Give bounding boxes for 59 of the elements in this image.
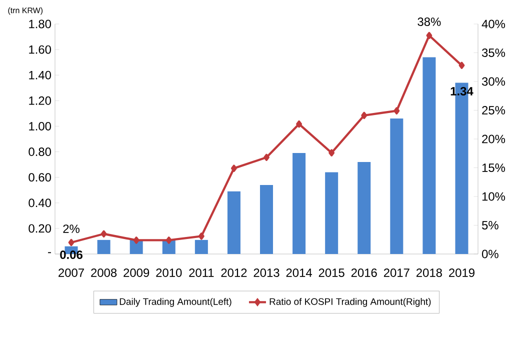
x-tick-label: 2017 — [384, 268, 410, 277]
y-tick-label: 1.00 — [29, 122, 52, 130]
bar — [260, 185, 274, 254]
y-tick-label: 1.80 — [29, 20, 52, 28]
point — [166, 236, 172, 244]
bar — [194, 240, 208, 254]
point — [231, 164, 237, 172]
point — [133, 236, 140, 244]
y-tick-label: 0.40 — [28, 198, 52, 208]
data-label: 0.06 — [60, 250, 82, 259]
y-tick-label: 0.80 — [28, 148, 52, 156]
x-tick-label: 2014 — [286, 268, 312, 277]
point — [296, 120, 302, 128]
legend-label: Daily Trading Amount(Left) — [120, 298, 232, 307]
legend-label: Ratio of KOSPI Trading Amount(Right) — [270, 298, 431, 307]
point — [100, 230, 107, 238]
y-tick-label: - — [48, 252, 51, 254]
bar — [358, 162, 371, 254]
point — [328, 149, 335, 156]
y-tick-label: 0.20 — [28, 224, 52, 233]
bar — [97, 240, 110, 254]
point — [68, 238, 74, 246]
point — [264, 154, 270, 161]
y2-tick-label: 25% — [482, 106, 506, 114]
x-tick-label: 2007 — [58, 268, 84, 277]
y2-tick-label: 5% — [482, 221, 498, 230]
bar — [390, 118, 404, 254]
point — [198, 232, 204, 240]
y-tick-label: 1.60 — [29, 45, 52, 54]
point — [361, 112, 368, 120]
y2-tick-label: 15% — [482, 164, 506, 172]
x-tick-label: 2015 — [318, 268, 344, 277]
x-tick-label: 2009 — [124, 268, 150, 277]
point — [426, 32, 432, 40]
bar — [227, 191, 240, 254]
x-tick-label: 2010 — [156, 268, 182, 277]
bar — [292, 153, 306, 254]
y-tick-label: 1.40 — [29, 70, 52, 80]
x-tick-label: 2008 — [91, 268, 117, 277]
y2-tick-label: 35% — [482, 48, 506, 57]
y-tick-label: 1.20 — [29, 96, 52, 105]
x-tick-label: 2019 — [449, 268, 474, 277]
y2-tick-label: 0% — [482, 250, 498, 258]
point — [458, 62, 465, 69]
bar — [325, 172, 338, 254]
data-label: 38% — [418, 18, 441, 26]
data-label: 2% — [63, 224, 80, 233]
x-tick-label: 2016 — [351, 268, 377, 277]
y2-tick-label: 40% — [482, 20, 506, 28]
point — [394, 107, 400, 114]
y2-tick-label: 10% — [482, 192, 506, 201]
x-tick-label: 2011 — [189, 268, 214, 277]
y2-tick-label: 20% — [482, 134, 506, 144]
x-tick-label: 2012 — [221, 268, 247, 277]
y-tick-label: 0.60 — [28, 173, 52, 182]
bar — [422, 57, 436, 254]
x-tick-label: 2013 — [254, 268, 280, 277]
y2-tick-label: 30% — [482, 77, 506, 86]
x-tick-label: 2018 — [416, 268, 442, 277]
